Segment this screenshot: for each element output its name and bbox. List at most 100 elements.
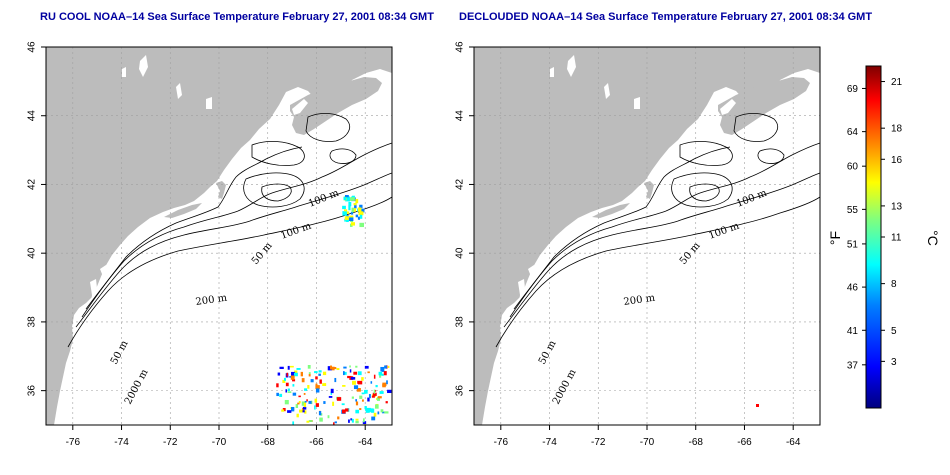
sst-pixel [296,368,301,370]
sst-pixel [333,367,337,370]
sst-pixel [370,381,373,384]
celsius-axis-label: °C [925,230,941,246]
lat-tick-label: 38 [455,316,466,328]
sst-pixel [319,417,323,422]
sst-pixel [333,422,335,426]
sst-pixel [373,374,376,379]
sst-pixel [366,407,371,413]
sst-pixel [285,389,288,393]
sst-pixel [314,398,318,403]
sst-pixel [359,408,362,411]
sst-pixel [374,389,377,392]
sst-pixel [330,391,333,395]
lon-tick-label: -72 [591,437,606,448]
sst-pixel [327,366,332,371]
sst-pixel [292,379,296,382]
sst-pixel [353,203,357,206]
sst-pixel [350,377,356,380]
fahrenheit-tick-label: 69 [847,84,859,95]
fahrenheit-tick-label: 41 [847,326,859,337]
sst-pixel [304,400,307,403]
celsius-tick-label: 11 [891,233,902,244]
sst-pixel [332,401,335,406]
sst-pixel [356,388,361,392]
sst-pixel [351,207,354,213]
lon-tick-label: -64 [358,437,373,448]
lon-tick-label: -74 [114,437,129,448]
sst-pixel [359,222,365,228]
sst-pixel [349,365,351,368]
sst-pixel [364,365,369,369]
sst-pixel [341,403,345,406]
sst-pixel [296,413,299,418]
sst-pixel [294,370,298,373]
lon-tick-label: -72 [163,437,178,448]
sst-pixel [334,377,337,383]
sst-pixel [385,401,388,404]
lat-tick-label: 44 [27,110,38,122]
celsius-tick-label: 3 [891,357,897,368]
lat-tick-label: 46 [27,41,38,53]
sst-pixel [315,385,320,390]
sst-pixel [382,384,386,388]
sst-pixel [345,408,349,412]
sst-pixel [283,377,286,381]
fahrenheit-tick-label: 37 [847,360,859,371]
sst-pixel [379,391,384,394]
sst-pixel [355,409,360,414]
sst-pixel [315,403,319,407]
sst-pixel [344,371,347,375]
sst-pixel [276,383,279,388]
sst-pixel [301,378,305,383]
sst-pixel [361,399,364,402]
contour-label: 200 m [195,293,228,308]
sst-pixel [381,373,384,376]
sst-pixel [365,407,367,412]
celsius-tick-label: 13 [891,201,903,212]
sst-pixel [355,365,358,368]
sst-pixel [287,388,290,392]
sst-pixel [355,214,359,218]
sst-pixel [304,410,307,414]
sst-pixel [302,406,307,410]
sst-pixel [330,365,333,370]
sst-pixel [355,401,359,406]
sst-pixel [279,393,283,397]
sst-pixel [298,400,301,404]
sst-pixel [349,215,354,219]
sst-pixel [376,397,380,401]
celsius-tick-label: 18 [891,124,903,135]
sst-pixel [298,395,301,398]
sst-pixel [756,404,759,407]
sst-pixel [322,371,327,376]
sst-pixel [282,379,286,383]
sst-pixel [287,365,290,370]
sst-pixel [350,222,356,226]
lat-tick-label: 44 [455,110,466,122]
sst-pixel [315,388,320,393]
sst-pixel [342,409,346,414]
sst-pixel [352,208,356,212]
sst-pixel [308,420,313,422]
sst-pixel [348,201,352,207]
sst-pixel [387,365,390,369]
sst-pixel [342,371,345,376]
sst-pixel [379,374,382,378]
sst-pixel [295,404,299,408]
sst-pixel [292,421,295,426]
sst-pixel [303,393,306,395]
sst-pixel [306,420,310,423]
sst-pixel [318,411,322,416]
sst-pixel [308,372,311,375]
sst-pixel [292,392,297,396]
sst-pixel [343,366,347,369]
celsius-tick-label: 5 [891,326,897,337]
sst-pixel [300,371,303,377]
lon-tick-label: -70 [212,437,227,448]
lon-tick-label: -68 [689,437,704,448]
fahrenheit-tick-label: 46 [847,283,859,294]
sst-pixel [310,379,314,383]
sst-pixel [320,413,323,416]
